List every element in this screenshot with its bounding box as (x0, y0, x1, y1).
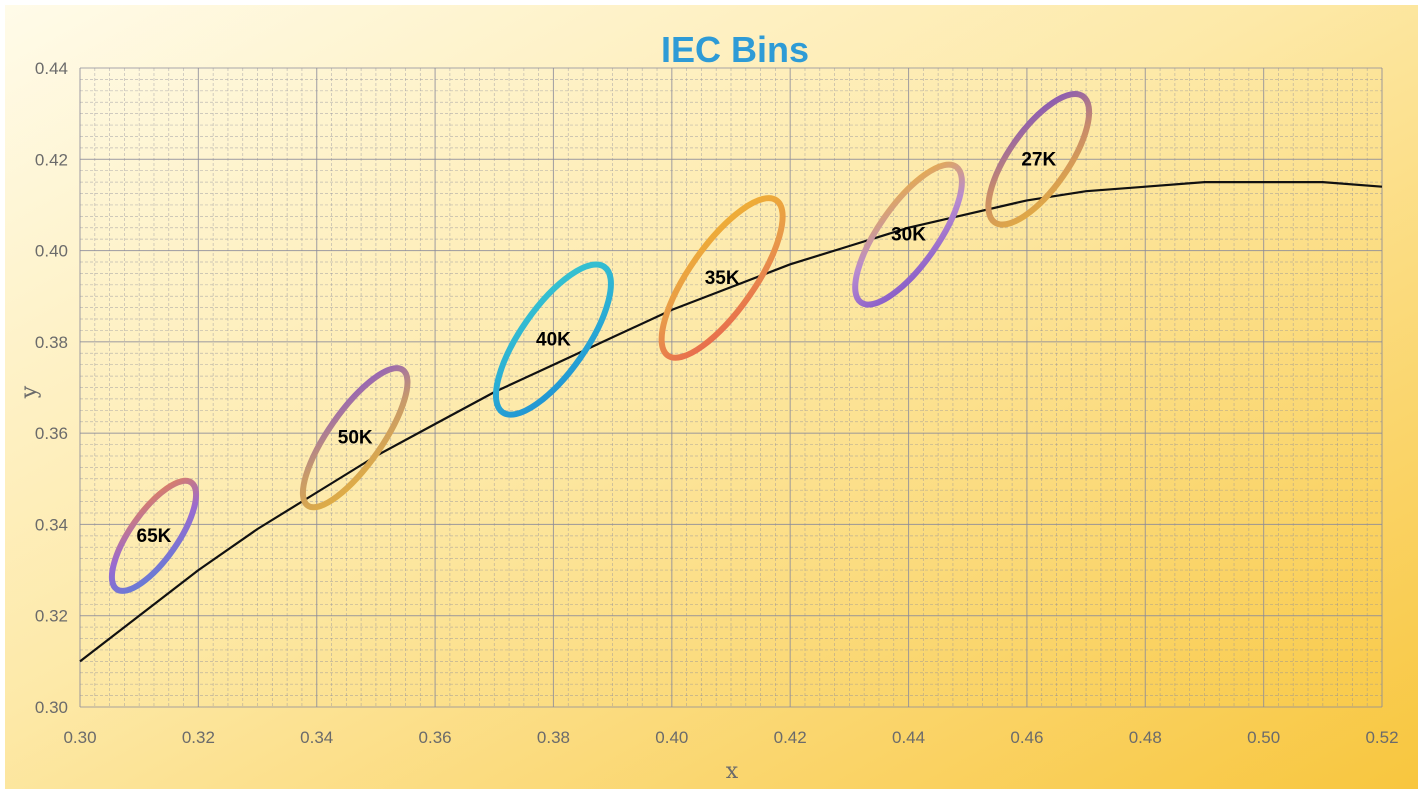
bin-label-30k: 30K (891, 225, 926, 246)
x-tick-label: 0.52 (1365, 728, 1398, 747)
y-tick-label: 0.30 (35, 698, 68, 717)
y-tick-label: 0.36 (35, 424, 68, 443)
bin-label-50k: 50K (338, 428, 373, 449)
bin-ellipse-40k (492, 261, 614, 418)
bin-label-40k: 40K (536, 330, 571, 351)
x-tick-label: 0.44 (892, 728, 925, 747)
x-tick-label: 0.38 (537, 728, 570, 747)
y-tick-label: 0.34 (35, 515, 68, 534)
y-axis-title: y (17, 385, 42, 399)
grid (79, 67, 1383, 708)
bin-label-27k: 27K (1021, 149, 1056, 170)
bin-ellipse-27k (985, 91, 1093, 228)
y-tick-label: 0.32 (35, 607, 68, 626)
y-tick-label: 0.44 (35, 59, 68, 78)
locus-curve (79, 181, 1383, 663)
y-tick-label: 0.40 (35, 242, 68, 261)
x-tick-label: 0.42 (774, 728, 807, 747)
x-tick-label: 0.30 (63, 728, 96, 747)
x-tick-label: 0.34 (300, 728, 333, 747)
planckian-locus (79, 181, 1383, 663)
bin-ellipse-35k (658, 195, 786, 361)
bin-ellipse-65k (108, 477, 200, 594)
bin-label-35k: 35K (705, 268, 740, 289)
y-tick-label: 0.42 (35, 150, 68, 169)
x-tick-label: 0.36 (419, 728, 452, 747)
chart-background (5, 5, 1418, 789)
bins: 65K 50K 40K 35K 30K 27K (108, 91, 1093, 594)
x-tick-label: 0.48 (1129, 728, 1162, 747)
x-tick-label: 0.40 (655, 728, 688, 747)
x-axis-title: x (726, 759, 739, 784)
chart-title: IEC Bins (661, 29, 809, 70)
bin-ellipse-50k (299, 365, 411, 511)
bin-label-65k: 65K (137, 526, 172, 547)
bin-ellipse-30k (852, 161, 965, 308)
x-tick-label: 0.46 (1010, 728, 1043, 747)
x-tick-label: 0.32 (182, 728, 215, 747)
y-tick-label: 0.38 (35, 333, 68, 352)
x-tick-label: 0.50 (1247, 728, 1280, 747)
tick-labels: 0.30 0.32 0.34 0.36 0.38 0.40 0.42 0.44 0.46 0.48… (35, 59, 1399, 747)
